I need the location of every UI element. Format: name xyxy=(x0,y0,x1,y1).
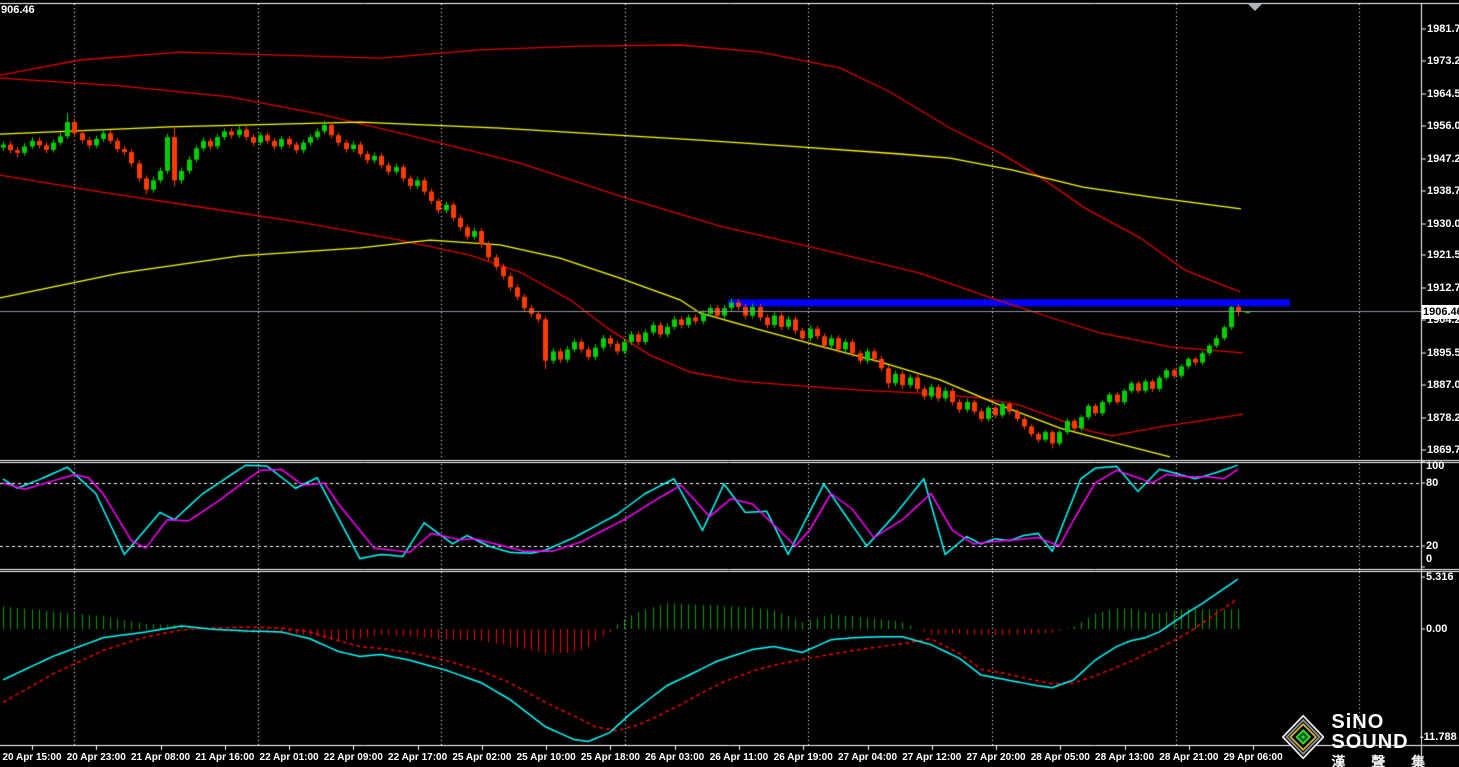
price-axis-label: 1921.50 xyxy=(1427,249,1459,261)
time-axis-label: 28 Apr 21:00 xyxy=(1159,752,1219,763)
time-axis-label: 22 Apr 17:00 xyxy=(388,752,448,763)
time-axis-label: 25 Apr 18:00 xyxy=(580,752,640,763)
top-left-price-label: 906.46 xyxy=(1,4,35,16)
price-axis-label: 1973.25 xyxy=(1427,55,1459,67)
logo-subtitle: 漢 聲 集 團 xyxy=(1331,754,1437,767)
time-axis-label: 22 Apr 01:00 xyxy=(259,752,319,763)
time-axis-label: 20 Apr 23:00 xyxy=(66,752,126,763)
price-axis-label: 1887.00 xyxy=(1427,379,1459,391)
stoch-scale-100: 100 xyxy=(1426,460,1445,472)
time-axis-label: 29 Apr 06:00 xyxy=(1223,752,1283,763)
time-axis-label: 20 Apr 15:00 xyxy=(2,752,62,763)
price-axis-label: 1912.75 xyxy=(1427,282,1459,294)
price-axis-label: 1947.25 xyxy=(1427,153,1459,165)
sino-sound-logo-icon xyxy=(1282,714,1325,760)
stoch-scale-80: 80 xyxy=(1426,477,1439,489)
price-axis-label: 1930.00 xyxy=(1427,218,1459,230)
price-axis-label: 1981.75 xyxy=(1427,23,1459,35)
macd-scale-top: 5.316 xyxy=(1426,571,1454,583)
time-axis-label: 25 Apr 02:00 xyxy=(452,752,512,763)
time-axis-label: 26 Apr 19:00 xyxy=(773,752,833,763)
time-axis-label: 26 Apr 11:00 xyxy=(709,752,769,763)
time-axis-label: 21 Apr 16:00 xyxy=(195,752,255,763)
time-axis-label: 28 Apr 13:00 xyxy=(1095,752,1155,763)
time-axis-label: 27 Apr 20:00 xyxy=(966,752,1026,763)
macd-scale-bottom: -11.788 xyxy=(1420,731,1457,743)
time-axis-label: 26 Apr 03:00 xyxy=(645,752,705,763)
current-price-badge: 1906.46 xyxy=(1422,305,1459,319)
stoch-scale-20: 20 xyxy=(1426,540,1439,552)
sino-sound-logo: SiNO SOUND 漢 聲 集 團 xyxy=(1282,712,1459,767)
time-axis-label: 27 Apr 12:00 xyxy=(902,752,962,763)
stoch-scale-0: 0 xyxy=(1426,553,1433,565)
price-axis-label: 1869.75 xyxy=(1427,444,1459,456)
price-axis-label: 1964.50 xyxy=(1427,88,1459,100)
time-axis-label: 21 Apr 08:00 xyxy=(130,752,191,763)
time-axis-label: 25 Apr 10:00 xyxy=(516,752,576,763)
price-axis-label: 1878.25 xyxy=(1427,412,1459,424)
price-axis-label: 1938.75 xyxy=(1427,185,1459,197)
price-axis-label: 1895.50 xyxy=(1427,347,1459,359)
time-axis-label: 28 Apr 05:00 xyxy=(1030,752,1090,763)
time-axis-label: 22 Apr 09:00 xyxy=(323,752,383,763)
macd-scale-zero: 0.00 xyxy=(1426,623,1448,635)
time-axis-label: 27 Apr 04:00 xyxy=(837,752,898,763)
logo-title: SiNO SOUND xyxy=(1331,711,1409,753)
price-axis-label: 1956.00 xyxy=(1427,120,1459,132)
chart-shift-marker-icon[interactable] xyxy=(1248,4,1262,11)
